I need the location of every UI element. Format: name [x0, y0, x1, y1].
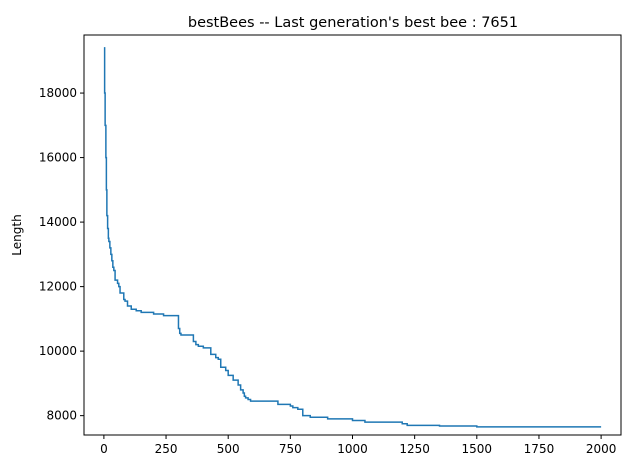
- y-tick-label: 14000: [39, 215, 77, 229]
- series-line-0: [103, 47, 602, 428]
- x-tick-label: 1500: [462, 442, 493, 456]
- x-tick-label: 500: [217, 442, 240, 456]
- x-tick-label: 750: [279, 442, 302, 456]
- y-tick-label: 16000: [39, 151, 77, 165]
- x-tick-label: 2000: [586, 442, 617, 456]
- y-tick-label: 18000: [39, 86, 77, 100]
- y-tick-label: 12000: [39, 280, 77, 294]
- y-axis: 8000 10000 12000 14000 16000 18000: [39, 86, 84, 423]
- x-tick-label: 0: [100, 442, 108, 456]
- chart-title: bestBees -- Last generation's best bee :…: [188, 15, 518, 31]
- y-tick-label: 8000: [46, 409, 77, 423]
- x-tick-label: 1250: [399, 442, 430, 456]
- x-tick-label: 1750: [524, 442, 555, 456]
- y-tick-label: 10000: [39, 344, 77, 358]
- x-tick-label: 1000: [337, 442, 368, 456]
- x-axis: 0 250 500 750 1000 1250 1500 1750 2000: [100, 435, 616, 456]
- y-axis-label: Length: [10, 214, 24, 255]
- x-tick-label: 250: [155, 442, 178, 456]
